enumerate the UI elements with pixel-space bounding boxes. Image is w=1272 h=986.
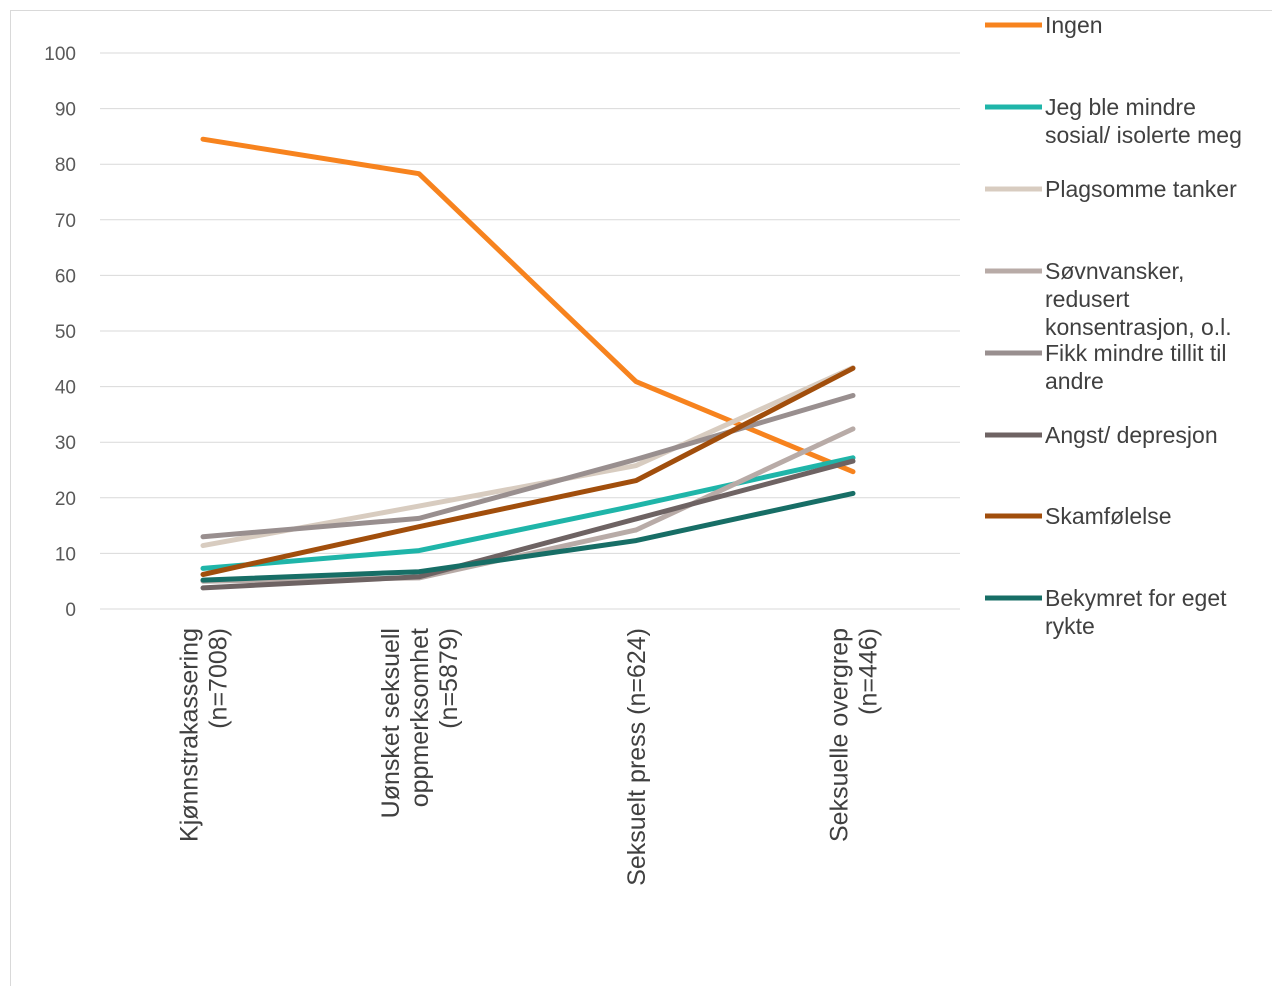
series-line <box>200 490 856 583</box>
y-tick-label: 20 <box>55 489 76 510</box>
x-category-label: Kjønnstrakassering <box>176 628 204 842</box>
legend-label: Fikk mindre tillit til <box>1045 340 1226 366</box>
x-category-label: (n=7008) <box>205 628 233 729</box>
legend-label: konsentrasjon, o.l. <box>1045 314 1232 340</box>
y-tick-label: 10 <box>55 544 76 565</box>
legend-label: Skamfølelse <box>1045 503 1172 529</box>
chart-border <box>10 10 1272 986</box>
legend-label: Ingen <box>1045 12 1103 38</box>
series-line <box>200 393 856 540</box>
y-tick-label: 0 <box>65 600 76 621</box>
x-category-label: oppmerksomhet <box>406 628 434 807</box>
x-category-label: Uønsket seksuell <box>377 628 405 818</box>
series-lines <box>200 136 856 591</box>
y-tick-label: 70 <box>55 211 76 232</box>
legend-label: Angst/ depresjon <box>1045 422 1218 448</box>
y-tick-label: 50 <box>55 322 76 343</box>
legend-label: sosial/ isolerte meg <box>1045 122 1242 148</box>
x-category-label: Seksuelle overgrep <box>826 628 854 842</box>
y-tick-label: 40 <box>55 378 76 399</box>
legend-label: Jeg ble mindre <box>1045 94 1196 120</box>
legend-label: Bekymret for eget <box>1045 585 1227 611</box>
legend-label: redusert <box>1045 286 1130 312</box>
y-tick-label: 100 <box>44 44 76 65</box>
y-tick-label: 90 <box>55 100 76 121</box>
legend-label: rykte <box>1045 613 1095 639</box>
x-axis: Kjønnstrakassering (n=7008) Uønsket seksue… <box>176 628 883 886</box>
legend-label: andre <box>1045 368 1104 394</box>
y-tick-label: 80 <box>55 155 76 176</box>
y-axis: 0 10 20 30 40 50 60 70 80 90 100 <box>44 44 76 621</box>
x-category-label: (n=446) <box>855 628 883 715</box>
x-category-label: (n=5879) <box>435 628 463 729</box>
series-line <box>200 458 856 591</box>
series-line <box>200 365 856 549</box>
y-tick-label: 30 <box>55 433 76 454</box>
series-line <box>200 365 856 577</box>
x-category-label: Seksuelt press (n=624) <box>623 628 651 886</box>
legend-label: Søvnvansker, <box>1045 258 1184 284</box>
y-tick-label: 60 <box>55 266 76 287</box>
legend-label: Plagsomme tanker <box>1045 176 1237 202</box>
